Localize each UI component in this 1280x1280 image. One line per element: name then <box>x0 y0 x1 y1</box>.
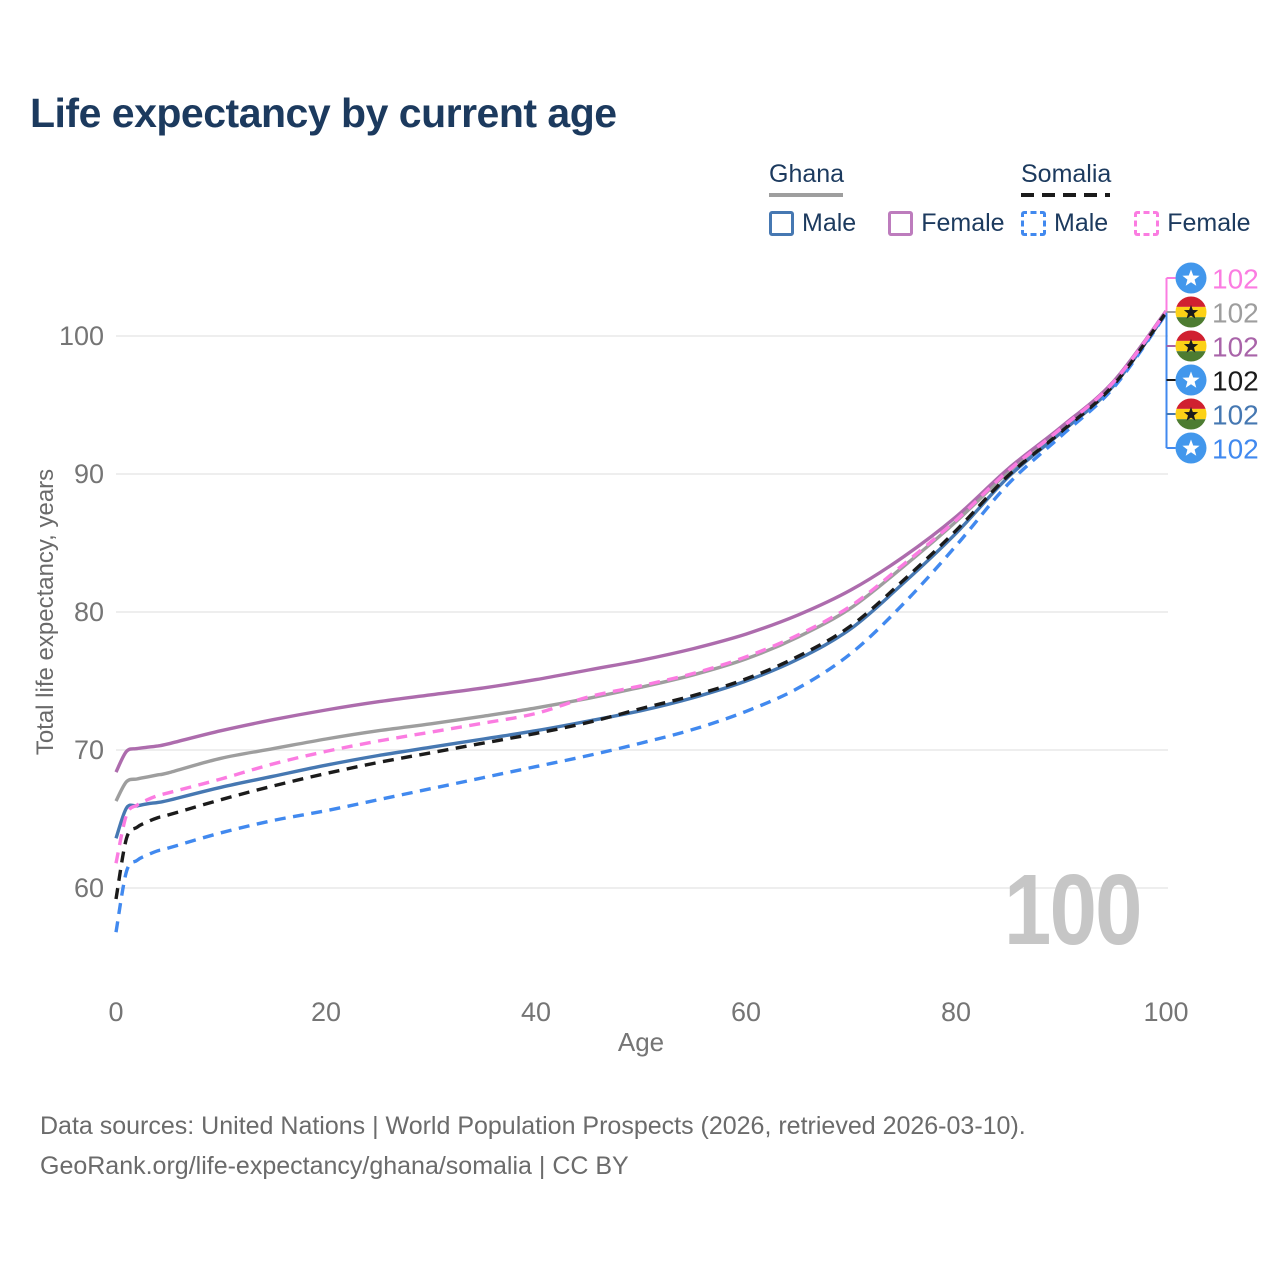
ghana-flag-green-stripe <box>1175 419 1207 430</box>
legend-group-somalia: Somalia Male Female <box>1021 162 1251 238</box>
ghana-flag-red-stripe <box>1175 398 1207 409</box>
ghana-flag-badge[interactable] <box>1175 330 1207 362</box>
ghana-flag-icon <box>1175 398 1207 430</box>
legend-item-ghana-female[interactable]: Female <box>888 209 1005 238</box>
legend-country-ghana[interactable]: Ghana <box>769 162 1005 197</box>
ghana-flag-red-stripe <box>1175 296 1207 307</box>
legend-country-somalia[interactable]: Somalia <box>1021 162 1251 197</box>
footer-attribution: GeoRank.org/life-expectancy/ghana/somali… <box>40 1152 629 1180</box>
ghana-flag-red-stripe <box>1175 330 1207 341</box>
page-title: Life expectancy by current age <box>30 90 617 136</box>
star-glyph <box>1183 407 1199 421</box>
y-tick-label: 80 <box>74 597 104 627</box>
star-glyph <box>1182 371 1200 388</box>
x-tick-label: 80 <box>941 997 971 1027</box>
y-axis-title: Total life expectancy, years <box>32 468 59 756</box>
endpoint-value-label: 102 <box>1212 434 1259 465</box>
ghana-line-style-swatch <box>769 193 843 197</box>
endpoint-value-label: 102 <box>1212 298 1259 329</box>
age-counter-watermark: 100 <box>1004 854 1142 966</box>
x-tick-label: 100 <box>1143 997 1188 1027</box>
x-axis-title: Age <box>617 1027 665 1057</box>
somalia-female-swatch-icon <box>1134 211 1160 236</box>
series-line-ghana-male[interactable] <box>114 312 1168 839</box>
ghana-male-swatch-icon <box>769 211 794 236</box>
series-line-somalia-male[interactable] <box>114 312 1168 933</box>
star-glyph <box>1182 439 1200 456</box>
ghana-flag-badge[interactable] <box>1175 296 1207 328</box>
y-tick-label: 100 <box>59 321 104 351</box>
star-glyph <box>1182 269 1200 286</box>
x-tick-label: 40 <box>521 997 551 1027</box>
footer: Data sources: United Nations | World Pop… <box>40 1106 1026 1186</box>
legend-group-ghana: Ghana Male Female <box>769 162 1005 238</box>
somalia-flag-badge[interactable] <box>1175 364 1207 396</box>
endpoint-value-label: 102 <box>1212 400 1259 431</box>
star-glyph <box>1183 339 1199 353</box>
ghana-flag-badge[interactable] <box>1175 398 1207 430</box>
legend-item-somalia-female[interactable]: Female <box>1134 209 1251 238</box>
somalia-flag-badge[interactable] <box>1175 432 1207 464</box>
somalia-line-style-swatch <box>1021 193 1110 197</box>
legend-item-label: Male <box>802 209 857 237</box>
ghana-female-swatch-icon <box>888 211 914 236</box>
legend-item-ghana-male[interactable]: Male <box>769 209 856 238</box>
y-tick-label: 70 <box>74 735 104 765</box>
series-line-somalia-both[interactable] <box>114 311 1168 900</box>
footer-data-sources: Data sources: United Nations | World Pop… <box>40 1112 1026 1140</box>
somalia-flag-badge[interactable] <box>1175 262 1207 294</box>
endpoint-value-label: 102 <box>1212 332 1259 363</box>
ghana-flag-icon <box>1175 330 1207 362</box>
legend-item-label: Female <box>921 209 1005 237</box>
ghana-flag-green-stripe <box>1175 351 1207 362</box>
series-line-ghana-both[interactable] <box>114 311 1168 802</box>
endpoint-value-label: 102 <box>1212 366 1259 397</box>
y-tick-label: 90 <box>74 459 104 489</box>
legend-item-somalia-male[interactable]: Male <box>1021 209 1108 238</box>
star-glyph <box>1183 305 1199 319</box>
endpoint-value-label: 102 <box>1212 264 1259 295</box>
legend-country-label: Somalia <box>1021 160 1112 188</box>
x-tick-label: 0 <box>108 997 123 1027</box>
ghana-flag-green-stripe <box>1175 317 1207 328</box>
y-tick-label: 60 <box>74 873 104 903</box>
legend-item-label: Male <box>1054 209 1109 237</box>
legend-item-label: Female <box>1167 209 1251 237</box>
ghana-flag-icon <box>1175 296 1207 328</box>
series-line-somalia-female[interactable] <box>114 310 1168 864</box>
x-tick-label: 20 <box>311 997 341 1027</box>
somalia-male-swatch-icon <box>1021 211 1046 236</box>
legend-country-label: Ghana <box>769 160 845 188</box>
series-line-ghana-female[interactable] <box>114 310 1168 773</box>
x-tick-label: 60 <box>731 997 761 1027</box>
